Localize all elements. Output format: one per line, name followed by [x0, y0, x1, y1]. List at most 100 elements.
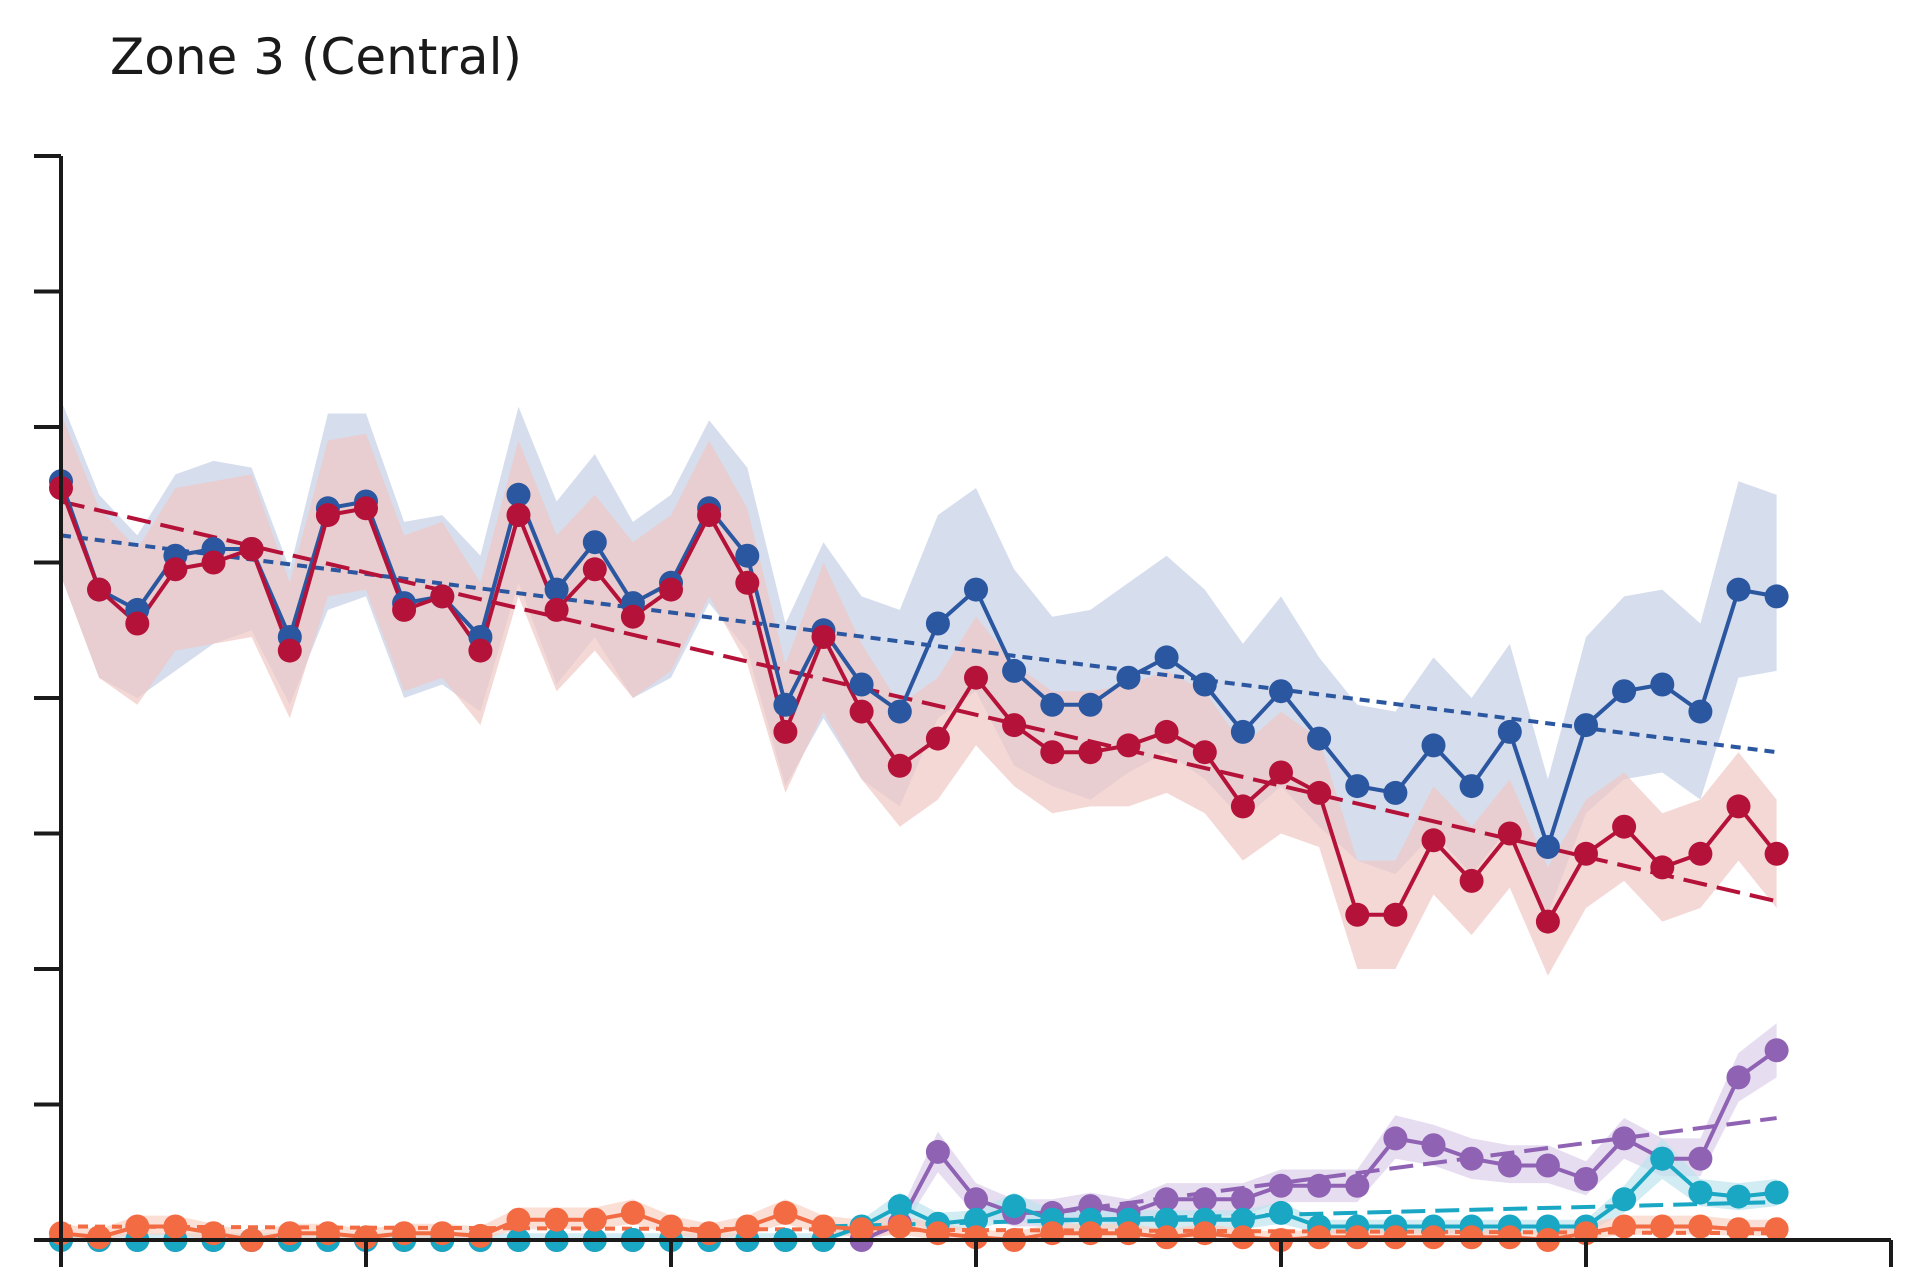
series-2-point: [1307, 1173, 1332, 1198]
series-0-point: [1421, 733, 1446, 758]
series-1-point: [1154, 719, 1179, 744]
series-0-point: [887, 699, 912, 724]
series-4-point: [849, 1217, 874, 1242]
series-0-point: [925, 611, 950, 636]
series-0-point: [1383, 780, 1408, 805]
series-1-point: [277, 638, 302, 663]
series-0-point: [1726, 577, 1751, 602]
series-2-point: [1459, 1146, 1484, 1171]
series-2-point: [1574, 1167, 1598, 1191]
series-2-point: [1154, 1187, 1179, 1212]
chart-title: Zone 3 (Central): [110, 28, 522, 86]
series-1-point: [1116, 733, 1141, 758]
series-0-point: [849, 672, 874, 697]
series-0-point: [1650, 672, 1675, 697]
series-4-point: [1154, 1225, 1179, 1250]
series-1-band: [61, 413, 1777, 976]
series-1-point: [925, 726, 950, 751]
confidence-bands: [61, 399, 1777, 1240]
series-1-point: [1002, 713, 1027, 738]
series-1-point: [1497, 821, 1522, 846]
series-0-point: [1154, 645, 1179, 670]
series-4-line: [60, 1210, 1777, 1242]
series-4-point: [163, 1214, 188, 1239]
series-2-point: [925, 1139, 950, 1164]
series-2-point: [1497, 1153, 1522, 1178]
series-3-point: [887, 1194, 912, 1219]
series-2-point: [1192, 1187, 1217, 1212]
series-0-point: [506, 482, 531, 507]
series-3-point: [1764, 1180, 1789, 1205]
series-4-point: [1459, 1225, 1484, 1250]
series-2-point: [1612, 1126, 1637, 1151]
series-0-point: [1345, 774, 1370, 799]
series-4-point: [1650, 1214, 1675, 1239]
series-3-point: [1612, 1187, 1637, 1212]
series-1-point: [659, 577, 683, 602]
series-4-point: [1230, 1225, 1255, 1250]
series-3-point: [1688, 1180, 1713, 1205]
series-1-point: [964, 665, 988, 690]
series-0-point: [735, 543, 760, 568]
series-1-point: [125, 611, 150, 636]
series-0-point: [544, 577, 569, 602]
axes: [34, 154, 1893, 1267]
series-1-point: [1764, 841, 1789, 866]
series-4-point: [1726, 1217, 1751, 1242]
series-4-point: [620, 1200, 645, 1225]
series-0-point: [773, 692, 798, 717]
series-0-point: [1116, 665, 1141, 690]
series-1-point: [1040, 740, 1065, 765]
series-4-point: [659, 1214, 683, 1239]
series-1-point: [201, 550, 226, 575]
series-4-point: [811, 1214, 836, 1239]
series-4-point: [1688, 1214, 1713, 1239]
series-2-point: [964, 1187, 988, 1212]
series-1-point: [315, 503, 340, 528]
series-1-point: [239, 537, 264, 561]
series-3-point: [964, 1207, 988, 1232]
series-1-point: [811, 625, 836, 649]
series-1-point: [354, 496, 378, 521]
series-1-point: [1269, 760, 1293, 785]
series-3-point: [1002, 1194, 1027, 1219]
series-1-point: [697, 503, 722, 528]
series-0-point: [1688, 699, 1713, 724]
series-1-point: [582, 557, 607, 582]
series-3-point: [1154, 1207, 1179, 1232]
series-1-point: [506, 503, 531, 528]
series-1-point: [1574, 841, 1598, 866]
series-0-point: [1574, 713, 1598, 738]
series-0-point: [1230, 719, 1255, 744]
series-1-line: [59, 487, 1779, 924]
series-0-point: [1192, 672, 1217, 697]
series-1-point: [849, 699, 874, 724]
series-0-point: [582, 530, 607, 555]
series-3-point: [1650, 1146, 1675, 1171]
series-4-point: [1764, 1217, 1789, 1242]
series-0-point: [1269, 679, 1293, 704]
series-1-point: [1345, 902, 1370, 927]
series-4-point: [735, 1214, 760, 1239]
series-4-point: [468, 1223, 493, 1248]
series-1-point: [1307, 780, 1332, 805]
series-2-point: [1535, 1153, 1560, 1178]
series-4-point: [1497, 1225, 1522, 1250]
series-1-point: [163, 557, 188, 582]
series-0-point: [1040, 692, 1065, 717]
series-4-point: [1345, 1225, 1370, 1250]
series-1-point: [1612, 814, 1637, 839]
series-4-point: [1307, 1225, 1332, 1250]
series-4-point: [964, 1225, 988, 1250]
series-1-point: [620, 604, 645, 629]
series-2-point: [1345, 1173, 1370, 1198]
series-1-point: [1459, 868, 1484, 893]
series-2-point: [1230, 1187, 1255, 1212]
series-4-point: [544, 1207, 569, 1232]
series-4-point: [354, 1225, 378, 1250]
series-4-point: [87, 1225, 112, 1250]
series-1-point: [544, 597, 569, 622]
series-4-point: [125, 1214, 150, 1239]
series-1-point: [430, 584, 455, 609]
